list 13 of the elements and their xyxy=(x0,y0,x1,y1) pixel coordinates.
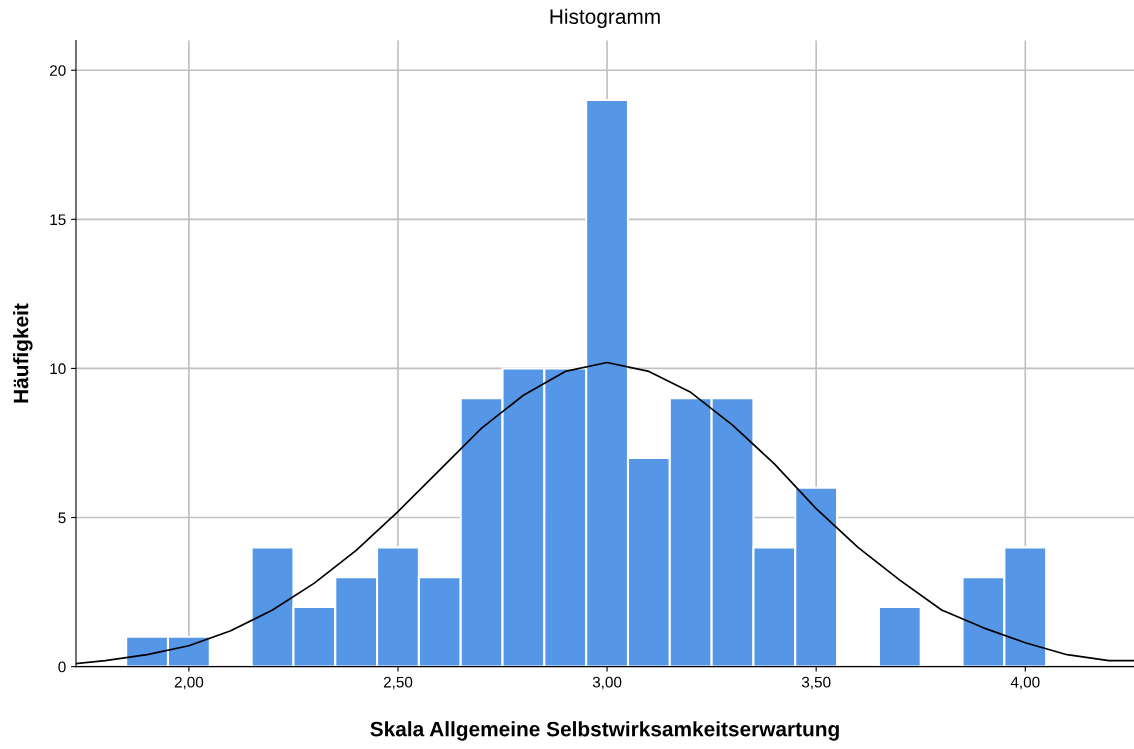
y-axis-title: Häufigkeit xyxy=(13,303,33,403)
y-tick-label: 15 xyxy=(50,214,66,226)
y-tick-label: 20 xyxy=(50,65,66,76)
x-tick-label: 2,00 xyxy=(174,676,204,690)
y-tick-label: 5 xyxy=(58,512,66,524)
x-axis-title: Skala Allgemeine Selbstwirksamkeitserwartung xyxy=(370,721,839,741)
y-tick-label: 10 xyxy=(50,363,66,375)
x-tick-label: 4,00 xyxy=(1010,676,1040,690)
x-tick-label: 3,50 xyxy=(801,676,831,690)
x-tick-label: 2,50 xyxy=(383,676,413,690)
y-tick-label: 0 xyxy=(58,661,66,673)
x-tick-label: 3,00 xyxy=(592,676,622,690)
chart-title: Histogramm xyxy=(550,8,660,29)
